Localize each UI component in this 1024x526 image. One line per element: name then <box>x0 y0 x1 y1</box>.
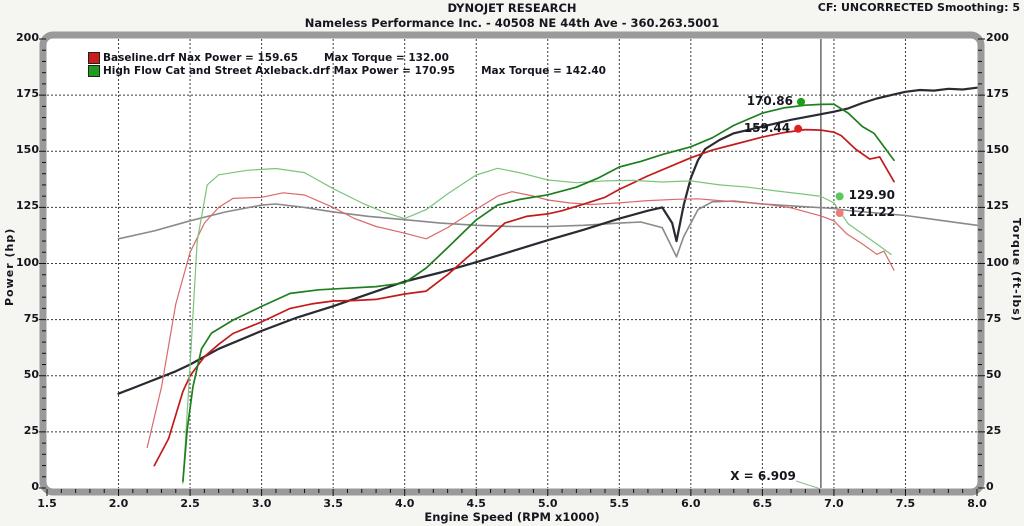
torque-tick-label-100: 100 <box>986 255 1009 269</box>
x-tick-label-4.0: 4.0 <box>394 497 415 510</box>
series-baseline-torque-line[interactable] <box>146 191 895 449</box>
marker-dot-129.90 <box>835 192 844 201</box>
highflow-max-torque-label: Max Torque = 142.40 <box>481 65 606 77</box>
x-tick-label-3.0: 3.0 <box>251 497 272 510</box>
engine-speed-axis-title: Engine Speed (RPM x1000) <box>424 510 600 524</box>
marker-dot-159.44 <box>794 124 803 133</box>
marker-dot-121.22 <box>835 208 844 217</box>
correction-smoothing-label: CF: UNCORRECTED Smoothing: 5 <box>817 1 1020 14</box>
power-tick-label-0: 0 <box>31 480 39 493</box>
torque-tick-label-25: 25 <box>986 423 1002 437</box>
torque-axis-title: Torque (ft-lbs) <box>1010 218 1023 322</box>
x-tick-label-1.5: 1.5 <box>37 497 57 510</box>
x-tick-label-2.0: 2.0 <box>108 497 129 510</box>
power-tick-label-150: 150 <box>16 143 39 157</box>
torque-tick-label-0: 0 <box>986 480 994 493</box>
torque-tick-label-75: 75 <box>986 311 1002 325</box>
cursor-callout-line <box>795 480 822 490</box>
series-highflow-power-line[interactable] <box>182 103 895 483</box>
legend-row-highflow: High Flow Cat and Street Axleback.drf Ma… <box>88 65 606 77</box>
series-highflow-torque-line[interactable] <box>182 167 892 485</box>
x-tick-label-7.5: 7.5 <box>895 497 916 510</box>
x-tick-label-2.5: 2.5 <box>180 497 200 510</box>
series-overlay-power-line[interactable] <box>117 86 979 395</box>
torque-tick-label-200: 200 <box>986 31 1009 44</box>
torque-tick-label-175: 175 <box>986 87 1009 101</box>
marker-label-121.22: 121.22 <box>848 204 895 219</box>
x-tick-label-6.0: 6.0 <box>681 497 701 510</box>
power-tick-label-100: 100 <box>16 255 39 269</box>
series-overlay-torque-line[interactable] <box>117 200 978 258</box>
power-tick-label-200: 200 <box>16 31 39 44</box>
power-tick-label-75: 75 <box>23 311 39 325</box>
x-tick-label-7.0: 7.0 <box>824 497 844 510</box>
power-tick-label-25: 25 <box>23 423 39 437</box>
baseline-max-power-label: Nax Power = 159.65 <box>178 52 299 64</box>
page-subtitle: Nameless Performance Inc. - 40508 NE 44t… <box>304 16 720 30</box>
torque-tick-label-50: 50 <box>986 367 1002 381</box>
power-tick-label-50: 50 <box>23 367 39 381</box>
marker-dot-170.86 <box>797 97 806 106</box>
x-tick-label-6.5: 6.5 <box>752 497 773 510</box>
power-axis-title: Power (hp) <box>3 227 16 306</box>
x-tick-label-5.5: 5.5 <box>609 497 630 510</box>
page-title: DYNOJET RESEARCH <box>447 1 577 15</box>
x-tick-label-4.5: 4.5 <box>466 497 486 510</box>
x-tick-label-5.0: 5.0 <box>538 497 558 510</box>
marker-label-129.90: 129.90 <box>848 188 895 203</box>
baseline-legend-swatch-icon <box>88 52 100 64</box>
torque-tick-label-150: 150 <box>986 143 1009 157</box>
marker-label-159.44: 159.44 <box>743 120 791 135</box>
series-baseline-power-line[interactable] <box>153 128 895 467</box>
cursor-position-label: X = 6.909 <box>730 469 796 483</box>
baseline-max-torque-label: Max Torque = 132.00 <box>324 52 449 64</box>
legend-row-baseline: Baseline.drf Nax Power = 159.65 Max Torq… <box>88 52 449 64</box>
highflow-file-label: High Flow Cat and Street Axleback.drf <box>103 65 330 77</box>
marker-label-170.86: 170.86 <box>746 93 793 108</box>
baseline-file-label: Baseline.drf <box>103 52 175 64</box>
x-tick-label-3.5: 3.5 <box>323 497 343 510</box>
power-tick-label-125: 125 <box>16 199 39 213</box>
highflow-legend-swatch-icon <box>88 65 100 77</box>
x-tick-label-8.0: 8.0 <box>967 497 987 510</box>
power-tick-label-175: 175 <box>16 87 39 101</box>
highflow-max-power-label: Max Power = 170.95 <box>333 65 456 77</box>
torque-tick-label-125: 125 <box>986 199 1009 213</box>
